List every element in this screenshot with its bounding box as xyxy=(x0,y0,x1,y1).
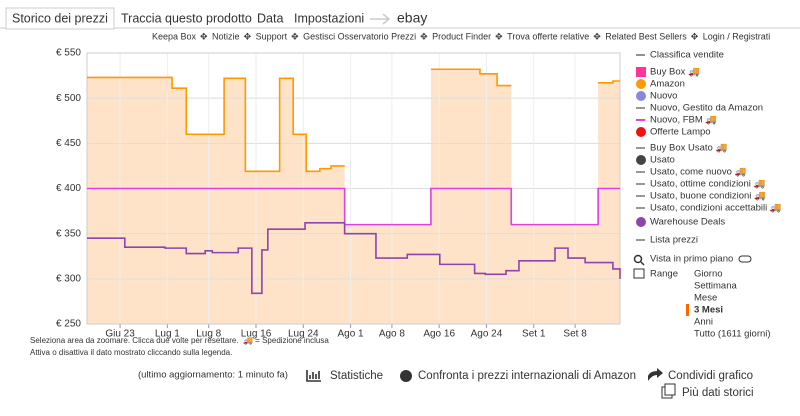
y-tick-label: € 550 xyxy=(56,48,81,59)
legend-dot xyxy=(636,91,646,101)
y-tick-label: € 250 xyxy=(56,319,81,330)
active-tab xyxy=(5,7,115,30)
x-tick-label: Set 1 xyxy=(522,329,546,340)
separator: ✥ xyxy=(495,31,503,41)
legend-dot xyxy=(636,217,646,227)
legend-label[interactable]: Usato xyxy=(650,155,675,166)
x-tick-label: Giu 23 xyxy=(105,329,135,340)
legend-label[interactable]: Usato, buone condizioni 🚚 xyxy=(650,191,766,202)
nav-link[interactable]: Support xyxy=(256,31,288,41)
legend-label[interactable]: Nuovo, FBM 🚚 xyxy=(650,115,717,126)
range-selected-bar xyxy=(686,304,689,316)
x-tick-label: Ago 8 xyxy=(379,329,406,340)
range-option[interactable]: Anni xyxy=(694,317,713,328)
calendar-icon xyxy=(633,268,645,279)
chart-note: Attiva o disattiva il dato mostrato clic… xyxy=(30,348,232,357)
share-link[interactable]: Condividi grafico xyxy=(668,370,753,382)
separator: ✥ xyxy=(244,31,252,41)
separator: ✥ xyxy=(291,31,299,41)
legend-label[interactable]: Classifica vendite xyxy=(650,50,724,61)
x-tick-label: Lug 24 xyxy=(288,329,319,340)
legend-label[interactable]: Usato, ottime condizioni 🚚 xyxy=(650,179,765,190)
x-tick-label: Ago 1 xyxy=(337,329,364,340)
range-title: Range xyxy=(650,269,678,280)
legend-label[interactable]: Buy Box 🚚 xyxy=(650,67,700,78)
stats-link[interactable]: Statistiche xyxy=(330,370,383,382)
separator: ✥ xyxy=(420,31,428,41)
more-link[interactable]: Più dati storici xyxy=(682,387,754,399)
tab[interactable]: Impostazioni xyxy=(294,11,364,25)
separator: ✥ xyxy=(200,31,208,41)
legend-dot xyxy=(636,127,646,137)
compare-link[interactable]: Confronta i prezzi internazionali di Ama… xyxy=(418,370,636,382)
globe-icon xyxy=(400,370,412,382)
range-option[interactable]: Mese xyxy=(694,293,717,304)
legend-label[interactable]: Buy Box Usato 🚚 xyxy=(650,143,727,154)
tab[interactable]: Data xyxy=(257,11,283,25)
x-tick-label: Lug 8 xyxy=(196,329,221,340)
y-tick-label: € 300 xyxy=(56,273,81,284)
arrow-icon xyxy=(370,13,391,25)
separator: ✥ xyxy=(593,31,601,41)
nav-link[interactable]: Trova offerte relative xyxy=(507,31,589,41)
legend-label[interactable]: Warehouse Deals xyxy=(650,217,725,228)
price-line xyxy=(87,68,620,173)
range-option[interactable]: 3 Mesi xyxy=(694,305,723,316)
focus-label: Vista in primo piano xyxy=(650,254,733,265)
nav-link[interactable]: Gestisci Osservatorio Prezzi xyxy=(303,31,416,41)
copy-icon xyxy=(664,383,676,396)
legend-label[interactable]: Nuovo, Gestito da Amazon xyxy=(650,103,763,114)
y-tick-label: € 500 xyxy=(56,93,81,104)
price-line xyxy=(87,222,621,295)
nav-link[interactable]: Notizie xyxy=(212,31,240,41)
legend-label[interactable]: Nuovo xyxy=(650,91,677,102)
y-tick-label: € 400 xyxy=(56,183,81,194)
chart-note: Seleziona area da zoomare. Clicca due vo… xyxy=(30,336,239,345)
legend-dot xyxy=(636,155,646,165)
x-tick-label: Ago 24 xyxy=(471,329,503,340)
x-tick-label: Lug 1 xyxy=(155,329,180,340)
share-icon xyxy=(648,368,663,381)
chart-note: 🚚 = Spedizione inclusa xyxy=(243,336,329,345)
search-icon xyxy=(633,254,643,264)
legend-square xyxy=(636,67,646,77)
legend-label[interactable]: Usato, come nuovo 🚚 xyxy=(650,167,746,178)
tab[interactable]: ebay xyxy=(397,10,427,26)
tab[interactable]: Storico dei prezzi xyxy=(12,11,108,25)
y-tick-label: € 350 xyxy=(56,228,81,239)
legend-dot xyxy=(636,79,646,89)
nav-link: Keepa Box xyxy=(152,31,197,41)
x-tick-label: Lug 16 xyxy=(241,329,272,340)
nav-link[interactable]: Related Best Sellers xyxy=(605,31,687,41)
range-option[interactable]: Settimana xyxy=(694,281,737,292)
nav-link[interactable]: Login / Registrati xyxy=(703,31,771,41)
tab[interactable]: Traccia questo prodotto xyxy=(121,11,252,25)
nav-link[interactable]: Product Finder xyxy=(432,31,491,41)
price-line xyxy=(87,187,620,226)
legend-label[interactable]: Usato, condizioni accettabili 🚚 xyxy=(650,203,782,214)
search-icon xyxy=(640,261,645,266)
x-tick-label: Ago 16 xyxy=(423,329,455,340)
range-option[interactable]: Tutto (1611 giorni) xyxy=(694,329,771,340)
stats-icon xyxy=(306,370,321,382)
separator: ✥ xyxy=(691,31,699,41)
legend-label[interactable]: Offerte Lampo xyxy=(650,127,711,138)
range-option[interactable]: Giorno xyxy=(694,269,723,280)
y-tick-label: € 450 xyxy=(56,138,81,149)
update-note: (ultimo aggiornamento: 1 minuto fa) xyxy=(138,370,288,381)
legend-label[interactable]: Lista prezzi xyxy=(650,235,698,246)
legend-label[interactable]: Amazon xyxy=(650,79,685,90)
x-tick-label: Set 8 xyxy=(563,329,587,340)
toggle[interactable] xyxy=(738,255,752,263)
